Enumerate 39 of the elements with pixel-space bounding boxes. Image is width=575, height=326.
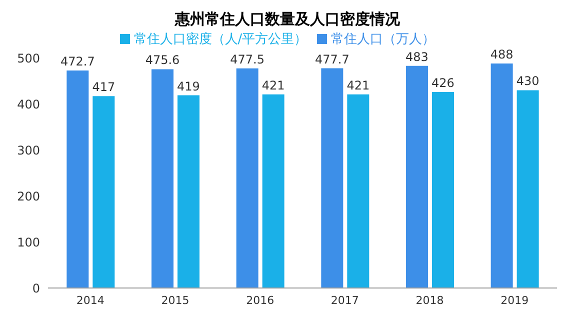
data-label: 421 [346,78,370,92]
y-tick-label: 500 [17,51,40,66]
x-tick-label: 2019 [500,294,529,307]
bar [432,92,454,288]
y-tick-label: 200 [17,189,40,204]
chart-title: 惠州常住人口数量及人口密度情况 [174,9,401,30]
bar [236,68,258,288]
x-tick-label: 2017 [330,294,359,307]
legend-label: 常住人口（万人） [331,32,436,47]
x-tick-label: 2014 [76,294,104,307]
y-tick-label: 100 [17,235,40,250]
legend-label: 常住人口密度（人/平方公里） [134,32,308,47]
bar [406,66,428,288]
bar [516,90,539,288]
data-label: 483 [406,50,428,64]
bar [321,68,344,288]
data-label: 417 [92,80,116,94]
x-tick-label: 2015 [161,294,190,307]
y-tick-label: 400 [17,97,40,112]
data-label: 419 [177,79,200,94]
data-label: 477.5 [230,52,265,66]
bar [177,95,200,288]
data-label: 421 [262,78,285,92]
data-label: 475.6 [145,53,180,68]
data-label: 426 [432,76,454,90]
bar [66,70,89,288]
bar [92,96,115,288]
data-label: 477.7 [314,52,350,66]
bar [347,94,370,288]
x-tick-label: 2018 [416,294,444,307]
bar [490,64,513,288]
data-label: 472.7 [60,54,95,69]
y-tick-label: 300 [17,143,40,158]
data-label: 488 [490,48,514,62]
x-tick-label: 2016 [246,294,274,307]
data-label: 430 [516,74,540,88]
bar [262,94,284,288]
y-tick-label: 0 [32,281,40,296]
bar [151,69,174,288]
